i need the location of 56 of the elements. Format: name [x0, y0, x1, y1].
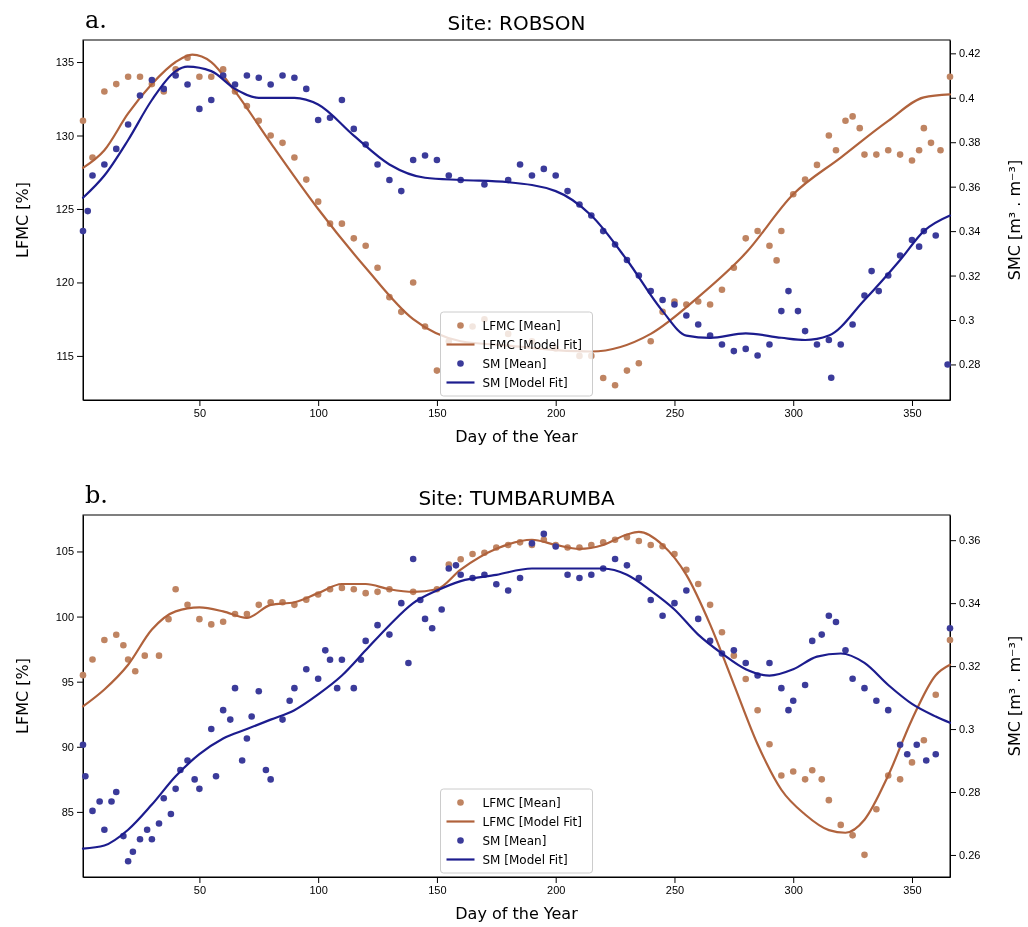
x-tick-label: 350 [903, 883, 922, 896]
y2-axis-title: SMC [m³ . m⁻³] [1005, 159, 1024, 281]
y2-tick-label: 0.3 [959, 723, 975, 736]
x-tick-label: 150 [428, 883, 447, 896]
x-tick-label: 150 [428, 406, 447, 419]
x-tick-label: 50 [193, 883, 207, 896]
legend-label: SM [Model Fit] [482, 852, 568, 867]
y2-tick-label: 0.38 [959, 136, 981, 149]
legend-label: LFMC [Model Fit] [482, 337, 582, 352]
y2-tick-label: 0.34 [959, 225, 981, 238]
y2-tick-label: 0.36 [959, 180, 981, 193]
x-tick-label: 350 [903, 406, 922, 419]
x-axis-title: Day of the Year [455, 427, 579, 446]
y-tick-label: 135 [55, 56, 74, 69]
y2-tick-label: 0.32 [959, 660, 981, 673]
y2-tick-label: 0.28 [959, 786, 981, 799]
y2-tick-label: 0.4 [959, 91, 975, 104]
y-axis-title: LFMC [%] [13, 182, 32, 258]
y2-tick-label: 0.34 [959, 597, 981, 610]
y-axis-title: LFMC [%] [13, 658, 32, 734]
y-tick-label: 125 [55, 203, 74, 215]
y2-tick-label: 0.36 [959, 534, 981, 547]
y-tick-label: 85 [61, 805, 74, 818]
text: a. [85, 6, 107, 34]
x-tick-label: 100 [309, 406, 328, 419]
y-tick-label: 95 [61, 675, 74, 688]
x-tick-label: 50 [193, 406, 207, 419]
x-tick-label: 100 [309, 883, 328, 896]
y2-tick-label: 0.26 [959, 848, 981, 861]
y-tick-label: 100 [55, 610, 74, 623]
chart-title: Site: TUMBARUMBA [418, 486, 615, 510]
y2-tick-label: 0.3 [959, 314, 975, 327]
y-tick-label: 90 [61, 740, 74, 753]
legend-label: SM [Model Fit] [482, 375, 568, 390]
x-tick-label: 250 [665, 883, 685, 896]
x-tick-label: 250 [665, 406, 685, 419]
x-tick-label: 300 [784, 406, 803, 419]
y-tick-label: 115 [56, 349, 74, 362]
x-axis-title: Day of the Year [455, 904, 579, 923]
y-tick-label: 130 [55, 129, 74, 142]
legend-label: SM [Mean] [482, 356, 547, 371]
y2-tick-label: 0.28 [959, 358, 981, 371]
text: b. [85, 481, 108, 509]
legend-label: LFMC [Model Fit] [482, 814, 582, 829]
y-tick-label: 120 [55, 276, 74, 289]
chart-title: Site: ROBSON [447, 11, 586, 35]
y-tick-label: 105 [55, 545, 74, 558]
x-tick-label: 200 [547, 406, 566, 419]
y2-axis-title: SMC [m³ . m⁻³] [1005, 635, 1024, 757]
legend-label: LFMC [Mean] [482, 795, 561, 810]
legend-label: LFMC [Mean] [482, 318, 561, 333]
y2-tick-label: 0.42 [959, 47, 981, 60]
y2-tick-label: 0.32 [959, 269, 981, 282]
legend-label: SM [Mean] [482, 833, 547, 848]
x-tick-label: 200 [547, 883, 566, 896]
x-tick-label: 300 [784, 883, 803, 896]
